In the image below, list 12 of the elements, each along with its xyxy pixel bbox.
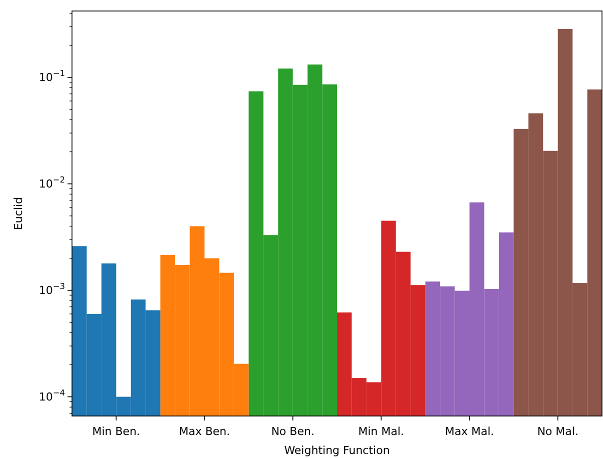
x-axis-title: Weighting Function <box>284 444 390 457</box>
x-tick-label: No Ben. <box>271 425 314 438</box>
y-tick-label: 10$^{−3}$ <box>38 281 65 298</box>
y-tick-label: 10$^{−2}$ <box>38 174 65 191</box>
x-tick-label: Min Ben. <box>92 425 140 438</box>
x-tick-label: Max Mal. <box>444 425 494 438</box>
y-tick-label: 10$^{−1}$ <box>38 68 65 84</box>
x-tick-label: No Mal. <box>537 425 578 438</box>
x-tick-label: Max Ben. <box>178 425 230 438</box>
x-tick-label: Min Mal. <box>358 425 404 438</box>
y-tick-label: 10$^{−4}$ <box>38 388 65 404</box>
y-axis-title: Euclid <box>12 196 25 230</box>
